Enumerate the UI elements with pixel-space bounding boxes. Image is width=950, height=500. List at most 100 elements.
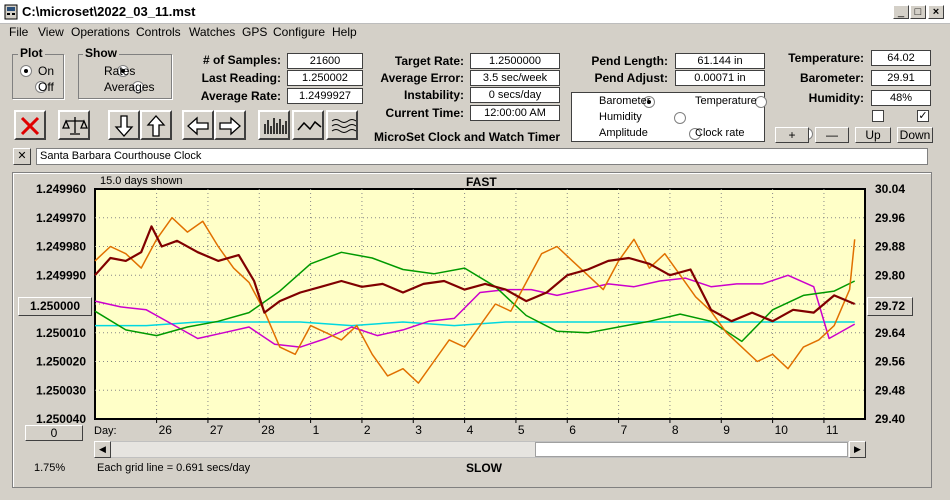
arrow-up-button[interactable]: [140, 110, 172, 140]
scroll-right-button[interactable]: ▶: [849, 441, 866, 458]
temperature-label: Temperature:: [788, 51, 864, 65]
x-tick-label: 4: [467, 423, 474, 437]
waves-icon: [331, 119, 356, 133]
menu-controls[interactable]: Controls: [136, 25, 181, 39]
target-rate-label: Target Rate:: [394, 54, 464, 68]
x-tick-label: 3: [415, 423, 422, 437]
wave-view-button[interactable]: [326, 110, 358, 140]
arrow-right-button[interactable]: [214, 110, 246, 140]
option-checkbox-2[interactable]: ✓: [917, 110, 929, 122]
clock-name-input[interactable]: Santa Barbara Courthouse Clock: [36, 148, 928, 165]
menu-view[interactable]: View: [38, 25, 64, 39]
sensor-humidity-label: Humidity: [599, 111, 642, 123]
x-tick-label: 9: [723, 423, 730, 437]
menu-bar: File View Operations Controls Watches GP…: [0, 24, 950, 42]
line-graph-icon: [297, 120, 322, 131]
x-tick-label: 7: [621, 423, 628, 437]
x-tick-label: 26: [159, 423, 173, 437]
up-button[interactable]: Up: [855, 127, 891, 143]
plot-on-radio[interactable]: [20, 65, 32, 77]
target-rate-field[interactable]: 1.2500000: [470, 53, 560, 69]
arrow-right-icon: [219, 116, 241, 136]
sensor-amplitude-radio[interactable]: [689, 128, 702, 140]
sensor-temperature-radio[interactable]: [754, 96, 767, 108]
show-group: [78, 54, 172, 99]
plot-on-label: On: [38, 64, 55, 78]
menu-configure[interactable]: Configure: [273, 25, 326, 39]
show-averages-radio[interactable]: [132, 81, 145, 93]
pend-adjust-label: Pend Adjust:: [594, 71, 668, 85]
sensor-clock-rate-label: Clock rate: [695, 127, 745, 139]
menu-gps[interactable]: GPS: [242, 25, 268, 39]
menu-operations[interactable]: Operations: [71, 25, 130, 39]
left-axis-label: 1.250010: [36, 326, 86, 340]
x-tick-label: 6: [569, 423, 576, 437]
stop-button[interactable]: [14, 110, 46, 140]
sensor-barometer-radio[interactable]: [643, 96, 656, 108]
right-axis-label: 29.64: [875, 326, 905, 340]
show-averages-label: Averages: [104, 80, 155, 94]
sensor-selector: [571, 92, 765, 142]
pend-length-field: 61.144 in: [675, 53, 765, 69]
slow-label: SLOW: [466, 461, 502, 475]
fast-label: FAST: [466, 175, 497, 189]
line-view-button[interactable]: [292, 110, 324, 140]
x-tick-label: 1: [313, 423, 320, 437]
days-shown-label: 15.0 days shown: [100, 175, 183, 187]
offset-button[interactable]: 0: [25, 425, 83, 441]
right-axis-label: 29.88: [875, 240, 905, 254]
minus-button[interactable]: —: [815, 127, 849, 143]
app-caption: MicroSet Clock and Watch Timer: [374, 130, 561, 144]
window-title: C:\microset\2022_03_11.mst: [22, 4, 196, 19]
option-checkbox-1[interactable]: [872, 110, 884, 122]
barometer-label: Barometer:: [799, 71, 864, 85]
instability-field: 0 secs/day: [470, 87, 560, 103]
x-tick-label: 2: [364, 423, 371, 437]
plot-off-label: Off: [38, 80, 54, 94]
right-axis-label: 29.48: [875, 383, 905, 397]
red-x-icon: [20, 116, 40, 136]
show-rates-label: Rates: [104, 64, 136, 78]
plot-off-radio[interactable]: [35, 81, 48, 93]
menu-file[interactable]: File: [9, 25, 29, 39]
scroll-left-button[interactable]: ◀: [94, 441, 111, 458]
series-clock-rate-line: [94, 225, 856, 323]
current-time-field: 12:00:00 AM: [470, 105, 560, 121]
close-button[interactable]: ×: [928, 5, 944, 19]
right-axis-label: 29.96: [875, 211, 905, 225]
menu-help[interactable]: Help: [332, 25, 357, 39]
bars-view-button[interactable]: [258, 110, 290, 140]
menu-watches[interactable]: Watches: [189, 25, 236, 39]
series-barometer-line: [94, 216, 856, 384]
right-axis-label: 30.04: [875, 182, 905, 196]
clear-clock-button[interactable]: ✕: [13, 148, 31, 165]
minimize-button[interactable]: _: [893, 5, 909, 19]
pend-adjust-field: 0.00071 in: [675, 70, 765, 86]
show-rates-radio[interactable]: [116, 65, 129, 77]
arrow-left-button[interactable]: [182, 110, 214, 140]
series-amplitude-line: [95, 321, 855, 327]
percent-label: 1.75%: [34, 462, 66, 474]
x-tick-label: 5: [518, 423, 525, 437]
arrow-down-button[interactable]: [108, 110, 140, 140]
left-axis-label: 1.249990: [36, 268, 86, 282]
plus-button[interactable]: +: [775, 127, 809, 143]
balance-button[interactable]: [58, 110, 90, 140]
maximize-button[interactable]: □: [910, 5, 926, 19]
x-tick-label: 10: [775, 423, 789, 437]
humidity-field: 48%: [871, 90, 931, 106]
rate-center-button[interactable]: 1.250000: [18, 297, 92, 316]
scroll-thumb[interactable]: [535, 442, 848, 457]
down-button[interactable]: Down: [897, 127, 933, 143]
left-axis-label: 1.250020: [36, 355, 86, 369]
x-tick-label: 28: [261, 423, 275, 437]
sensor-center-button[interactable]: 29.72: [867, 297, 913, 316]
left-axis-label: 1.249960: [36, 182, 86, 196]
sensor-humidity-radio[interactable]: [674, 112, 687, 124]
x-tick-label: 8: [672, 423, 679, 437]
average-error-field: 3.5 sec/week: [470, 70, 560, 86]
right-axis-label: 29.40: [875, 412, 905, 426]
temperature-field: 64.02: [871, 50, 931, 66]
day-label: Day:: [94, 425, 117, 437]
